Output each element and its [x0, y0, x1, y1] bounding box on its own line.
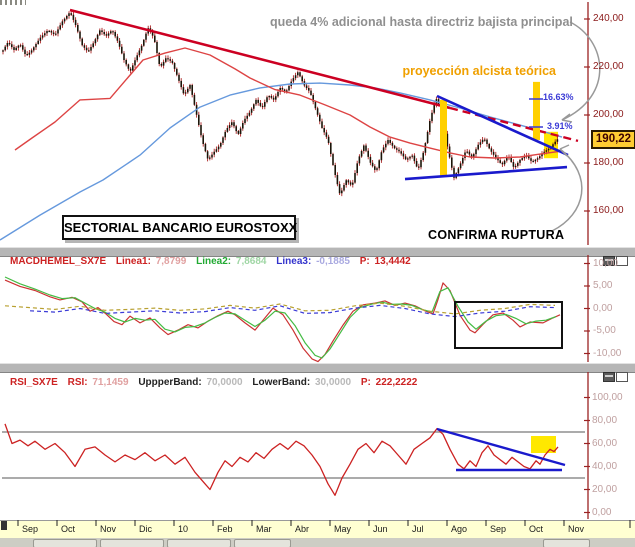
price-axis-label: 180,00 — [593, 157, 624, 168]
x-axis-corner-glyph — [1, 521, 7, 530]
rsi-upperband-label: UppperBand: — [138, 377, 202, 388]
macd-l2-label: Linea2: — [196, 256, 232, 267]
rsi-title: RSI_SX7E — [10, 377, 58, 388]
macd-series-linea3 — [29, 304, 556, 318]
x-axis-month-label: Mar — [256, 524, 272, 534]
rsi-p-value: 222,2222 — [375, 377, 418, 388]
rsi-lowerband-label: LowerBand: — [252, 377, 311, 388]
macd-p-label: P: — [359, 256, 370, 267]
x-axis-month-label: Sep — [490, 524, 507, 534]
x-axis-month-label: Abr — [295, 524, 310, 534]
taskbar-left-marks — [0, 0, 26, 5]
rsi-header: RSI_SX7E RSI: 71,1459 UppperBand: 70,000… — [10, 377, 424, 388]
macd-series-linea2 — [4, 276, 557, 359]
rsi-axis-label: 40,00 — [592, 460, 618, 472]
taskbar-button[interactable] — [167, 539, 231, 547]
x-axis-month-label: Nov — [100, 524, 117, 534]
last-price-tag: 190,22 — [591, 130, 635, 149]
macd-series-linea1 — [4, 279, 561, 363]
rsi-axis-label: 0,00 — [592, 506, 612, 518]
annotation-bullish-projection: proyección alcista teórica — [402, 64, 556, 78]
x-axis-month-label: Oct — [529, 524, 544, 534]
percent-label-lower: 3.91% — [547, 121, 573, 131]
macd-axis-label: -5,00 — [593, 325, 616, 336]
percent-label-upper: 16.63% — [543, 92, 574, 102]
candlestick-bodies — [2, 13, 559, 194]
price-axis-label: 220,00 — [593, 61, 624, 72]
x-axis-band — [0, 520, 635, 538]
macd-series-senal — [4, 302, 556, 315]
arrow-to-breakout — [551, 148, 583, 232]
macd-axis-label: -10,00 — [593, 347, 622, 359]
rsi-axis-label: 60,00 — [592, 437, 618, 449]
wedge-upper-line — [436, 94, 569, 157]
annotation-remaining-to-trendline: queda 4% adicional hasta directriz bajis… — [270, 15, 573, 29]
price-axis-label: 200,00 — [593, 109, 624, 120]
macd-l3-label: Linea3: — [276, 256, 312, 267]
macd-l3-value: -0,1885 — [316, 256, 350, 267]
macd-axis-label: 5,00 — [593, 280, 613, 291]
instrument-title-box: SECTORIAL BANCARIO EUROSTOXX — [62, 215, 297, 240]
macd-axis-label: 10,00 — [593, 257, 619, 269]
measurement-bar — [533, 81, 540, 140]
arrowhead — [561, 113, 573, 123]
rsi-panel-chart-icon[interactable] — [603, 372, 615, 382]
wedge-lower-line — [404, 165, 568, 181]
macd-panel-window-icon[interactable] — [616, 256, 628, 266]
macd-l2-value: 7,8684 — [235, 256, 267, 267]
rsi-trendline — [436, 427, 566, 467]
macd-l1-value: 7,8799 — [155, 256, 187, 267]
taskbar-button[interactable] — [100, 539, 164, 547]
rsi-upperband-value: 70,0000 — [206, 377, 243, 388]
rsi-axis-label: 80,00 — [592, 414, 618, 426]
rsi-axis-label: 20,00 — [592, 483, 618, 495]
x-axis-month-label: Ago — [451, 524, 468, 534]
x-axis-month-label: Dic — [139, 524, 152, 534]
x-axis-month-label: Jul — [412, 524, 424, 534]
macd-header: MACDHEMEL_SX7E Linea1: 7,8799 Linea2: 7,… — [10, 256, 418, 267]
rsi-lowerband-value: 30,0000 — [314, 377, 352, 388]
arrowhead — [559, 144, 570, 157]
candlestick-wicks — [2, 10, 558, 197]
rsi-line — [4, 423, 559, 496]
annotation-confirm-breakout: CONFIRMA RUPTURA — [428, 228, 565, 242]
macd-title: MACDHEMEL_SX7E — [10, 256, 107, 267]
x-axis-month-label: Sep — [22, 524, 39, 534]
panel-separator-macd[interactable] — [0, 247, 635, 257]
macd-p-value: 13,4442 — [374, 256, 411, 267]
macd-l1-label: Linea1: — [115, 256, 151, 267]
macd-panel-chart-icon[interactable] — [603, 256, 615, 266]
bearish-trendline — [69, 8, 451, 110]
x-axis-month-label: May — [334, 524, 352, 534]
x-axis-month-label: 10 — [178, 524, 189, 534]
price-axis-label: 240,00 — [593, 13, 624, 24]
rsi-p-label: P: — [360, 377, 371, 388]
fast-moving-average-line — [14, 47, 563, 159]
taskbar-button[interactable] — [543, 539, 590, 547]
rsi-panel-window-icon[interactable] — [616, 372, 628, 382]
macd-axis-label: 0,00 — [593, 302, 613, 314]
taskbar-button[interactable] — [234, 539, 291, 547]
bearish-trendline-dashed — [449, 106, 579, 143]
taskbar-strip — [0, 538, 635, 547]
x-axis-month-label: Nov — [568, 524, 585, 534]
measurement-bar — [440, 99, 447, 177]
price-axis-label: 160,00 — [593, 205, 624, 216]
x-axis-month-label: Oct — [61, 524, 76, 534]
x-axis-month-label: Feb — [217, 524, 233, 534]
rsi-label: RSI: — [67, 377, 88, 388]
rsi-value: 71,1459 — [92, 377, 129, 388]
taskbar-button[interactable] — [33, 539, 97, 547]
macd-highlight-rectangle — [454, 301, 563, 349]
arrow-to-trendline — [561, 21, 601, 121]
slow-moving-average-line — [0, 82, 563, 241]
rsi-axis-label: 100,00 — [592, 391, 623, 403]
x-axis-month-label: Jun — [373, 524, 388, 534]
panel-separator-rsi[interactable] — [0, 363, 635, 373]
